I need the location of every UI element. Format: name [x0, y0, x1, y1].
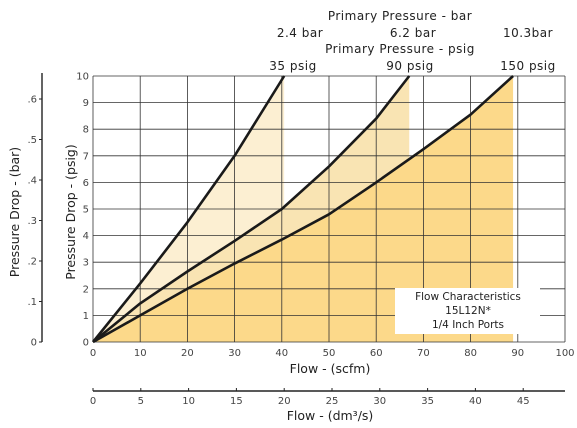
top-bar-label-3: 10.3bar — [503, 26, 553, 40]
y2-tick-label: .3 — [27, 216, 37, 227]
characteristics-box — [395, 288, 540, 334]
x-tick-label: 100 — [555, 348, 574, 359]
y-tick-label: 2 — [83, 284, 89, 295]
x-axis-label: Flow - (scfm) — [290, 361, 371, 376]
x-axis-secondary: 0 5 10 15 20 25 30 35 40 45 — [90, 388, 565, 407]
top-psig-label-2: 90 psig — [386, 59, 433, 73]
x-axis-secondary-label: Flow - (dm³/s) — [287, 408, 374, 423]
x2-tick-label: 20 — [278, 396, 291, 407]
top-bar-title: Primary Pressure - bar — [328, 9, 472, 23]
y-axis-secondary-label: Pressure Drop - (bar) — [7, 147, 22, 277]
series-fill-3 — [93, 76, 514, 342]
x2-tick-label: 15 — [230, 396, 243, 407]
x2-tick-label: 5 — [138, 396, 144, 407]
x2-tick-label: 25 — [326, 396, 339, 407]
y2-tick-label: 0 — [31, 338, 37, 349]
x2-tick-label: 10 — [182, 396, 195, 407]
x-tick-label: 50 — [323, 348, 336, 359]
top-psig-label-3: 150 psig — [500, 59, 556, 73]
y2-tick-label: .5 — [27, 135, 37, 146]
y-axis-secondary: 0 .1 .2 .3 .4 .5 .6 — [27, 73, 43, 349]
top-bar-label-2: 6.2 bar — [390, 26, 436, 40]
characteristics-model: 15L12N* — [445, 305, 491, 317]
x2-tick-label: 40 — [469, 396, 482, 407]
y-tick-label: 1 — [83, 311, 89, 322]
y-tick-label: 6 — [83, 178, 89, 189]
top-psig-label-1: 35 psig — [269, 59, 316, 73]
y2-tick-label: .1 — [27, 297, 37, 308]
y-tick-label: 3 — [83, 258, 89, 269]
x-axis-ticks: 0 10 20 30 40 50 60 70 80 90 100 — [90, 348, 575, 359]
x-tick-label: 90 — [511, 348, 524, 359]
series-line-2 — [92, 75, 411, 344]
series-line-1 — [91, 75, 286, 343]
x-tick-label: 20 — [181, 348, 194, 359]
series-line-3 — [92, 75, 514, 344]
x-tick-label: 0 — [90, 348, 96, 359]
x-tick-label: 30 — [228, 348, 241, 359]
y-tick-label: 8 — [83, 125, 89, 136]
x-tick-label: 70 — [417, 348, 430, 359]
y2-tick-label: .6 — [27, 95, 37, 106]
series-fills — [93, 76, 514, 342]
y-tick-label: 0 — [83, 338, 89, 349]
series-curves — [91, 75, 514, 344]
x-tick-label: 60 — [370, 348, 383, 359]
x2-tick-label: 35 — [421, 396, 434, 407]
y-tick-label: 10 — [76, 72, 89, 83]
top-bar-label-1: 2.4 bar — [277, 26, 323, 40]
y-axis-label: Pressure Drop - (psig) — [63, 144, 78, 280]
y-tick-label: 4 — [83, 231, 89, 242]
y-tick-label: 9 — [83, 98, 89, 109]
x2-tick-label: 45 — [517, 396, 530, 407]
y2-tick-label: .2 — [27, 257, 37, 268]
top-psig-title: Primary Pressure - psig — [325, 42, 475, 56]
x2-tick-label: 0 — [90, 396, 96, 407]
x-tick-label: 80 — [464, 348, 477, 359]
y2-tick-label: .4 — [27, 176, 37, 187]
x2-tick-label: 30 — [373, 396, 386, 407]
characteristics-ports: 1/4 Inch Ports — [432, 319, 504, 331]
characteristics-title: Flow Characteristics — [415, 291, 521, 303]
y-tick-label: 7 — [83, 151, 89, 162]
y-tick-label: 5 — [83, 205, 89, 216]
x-tick-label: 40 — [275, 348, 288, 359]
x-tick-label: 10 — [134, 348, 147, 359]
y-axis-ticks: 0 1 2 3 4 5 6 7 8 9 10 — [76, 72, 89, 349]
